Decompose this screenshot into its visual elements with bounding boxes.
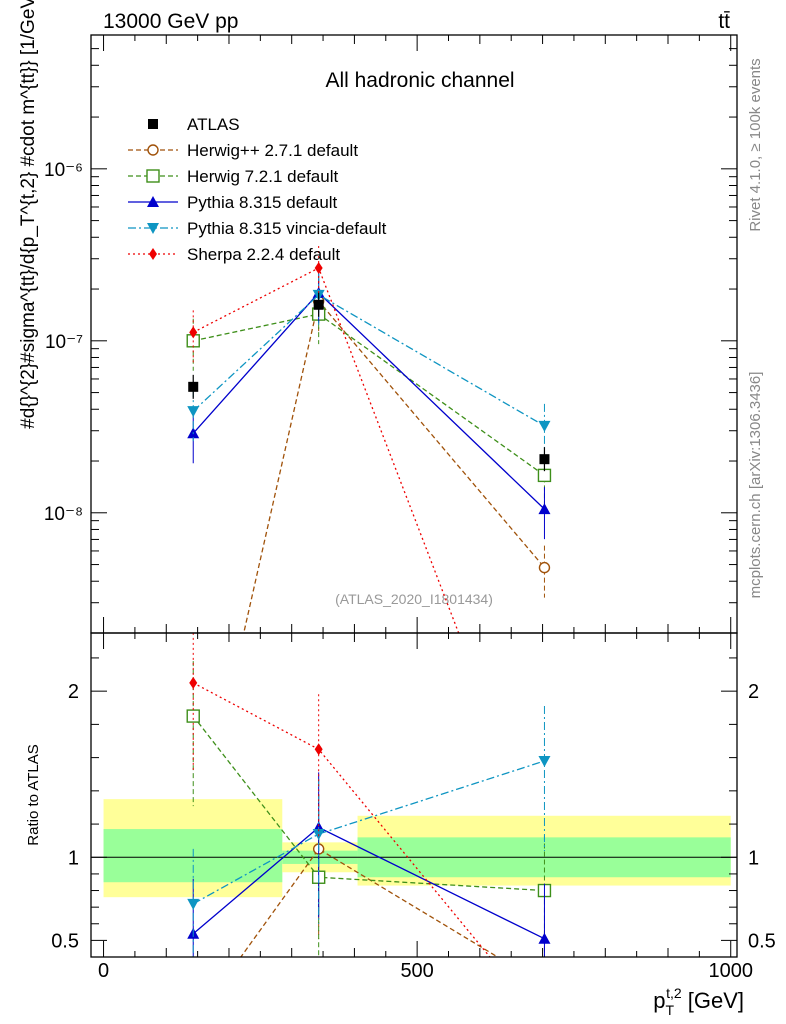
series-5-point-1 (189, 326, 198, 339)
ratio-tick-label-left-0: 0.5 (51, 930, 79, 952)
legend-marker (147, 144, 159, 156)
legend-marker (147, 223, 159, 234)
ratio-series-lines (186, 633, 552, 957)
series-1-line (243, 299, 545, 633)
atlas-point-2 (313, 299, 324, 310)
ratio-tick-label-right-2: 2 (748, 681, 759, 703)
x-axis-label: pTt,2 [GeV] (653, 985, 744, 1018)
process-label: tt̄ (718, 10, 730, 33)
legend-entry-4: Pythia 8.315 default (128, 193, 338, 212)
series-lines (186, 246, 552, 633)
series-4-ratio-point-1 (187, 898, 200, 910)
legend-entry-1: ATLAS (148, 115, 240, 134)
y-axis-label: #d{}^{2}#sigma^{tt}/d{p_T^{t,2} #cdot m^… (18, 0, 39, 429)
legend-entry-2: Herwig++ 2.7.1 default (128, 141, 358, 160)
legend-entry-3: Herwig 7.2.1 default (128, 167, 338, 186)
y-tick-label-1: 10⁻⁷ (45, 332, 83, 353)
y-tick-label-0: 10⁻⁸ (44, 504, 83, 525)
ratio-panel-frame (90, 632, 738, 958)
legend-entry-6: Sherpa 2.2.4 default (128, 245, 340, 264)
ratio-tick-label-left-1: 1 (68, 847, 79, 869)
mcplots-credit-label: mcplots.cern.ch [arXiv:1306.3436] (747, 372, 764, 599)
series-1-point-3 (538, 561, 551, 574)
x-tick-label-1000: 1000 (708, 960, 753, 982)
svg-text:Ratio to ATLAS: Ratio to ATLAS (25, 744, 42, 845)
series-3-ratio-point-3 (538, 932, 551, 944)
legend-marker (147, 196, 159, 207)
series-4-line (192, 294, 545, 427)
ratio-tick-label-right-1: 1 (748, 847, 759, 869)
collision-energy-label: 13000 GeV pp (103, 10, 238, 33)
rivet-version-label: Rivet 4.1.0, ≥ 100k events (747, 58, 764, 231)
series-5-ratio-point-2 (314, 743, 323, 756)
legend-label: Sherpa 2.2.4 default (187, 245, 340, 264)
x-axis-ticks: 0 500 1000 (98, 35, 753, 982)
legend-label: ATLAS (187, 115, 240, 134)
svg-text:#d{}^{2}#sigma^{tt}/d{p_T^{t,2: #d{}^{2}#sigma^{tt}/d{p_T^{t,2} #cdot m^… (18, 0, 39, 429)
atlas-point-3 (539, 454, 550, 465)
svg-text:pTt,2 [GeV]: pTt,2 [GeV] (653, 985, 744, 1018)
series-5-point-2 (314, 262, 323, 275)
series-3-line (192, 291, 545, 510)
analysis-tag: (ATLAS_2020_I1801434) (335, 591, 493, 607)
x-tick-label-500: 500 (400, 960, 433, 982)
ratio-plot-panel: 0 500 1000 0.5 0.5 1 1 2 2 (51, 35, 776, 982)
series-5-ratio-point-1 (189, 676, 198, 689)
y-axis-ticks: 10⁻⁸ 10⁻⁷ 10⁻⁶ (44, 34, 737, 634)
series-2-point-3 (537, 468, 552, 483)
ratio-y-ticks: 0.5 0.5 1 1 2 2 (51, 657, 776, 952)
legend-marker (149, 248, 157, 260)
legend-entry-5: Pythia 8.315 vincia-default (128, 219, 387, 238)
ratio-tick-label-right-0: 0.5 (748, 930, 776, 952)
series-4-ratio-point-3 (538, 755, 551, 767)
x-tick-label-0: 0 (98, 960, 109, 982)
legend-marker (146, 169, 160, 183)
series-4-point-1 (187, 406, 200, 418)
ratio-tick-label-left-2: 2 (68, 681, 79, 703)
legend-label: Herwig 7.2.1 default (187, 167, 338, 186)
legend: ATLAS Herwig++ 2.7.1 default Herwig 7.2.1 … (128, 115, 387, 264)
legend-marker (148, 119, 158, 129)
atlas-data-points (188, 292, 550, 472)
y-tick-label-2: 10⁻⁶ (44, 160, 83, 181)
chart-title: All hadronic channel (325, 69, 514, 92)
main-plot-panel: 10⁻⁸ 10⁻⁷ 10⁻⁶ (44, 34, 738, 634)
series-2-ratio-point-1 (186, 709, 200, 723)
series-5-line (192, 267, 460, 633)
legend-label: Herwig++ 2.7.1 default (187, 141, 358, 160)
series-3-point-3 (538, 503, 551, 515)
atlas-point-1 (188, 381, 199, 392)
legend-label: Pythia 8.315 vincia-default (187, 219, 387, 238)
legend-label: Pythia 8.315 default (187, 193, 338, 212)
series-4-point-3 (538, 420, 551, 432)
ratio-y-axis-label: Ratio to ATLAS (25, 744, 42, 845)
ratio-uncertainty-bands (103, 799, 731, 898)
